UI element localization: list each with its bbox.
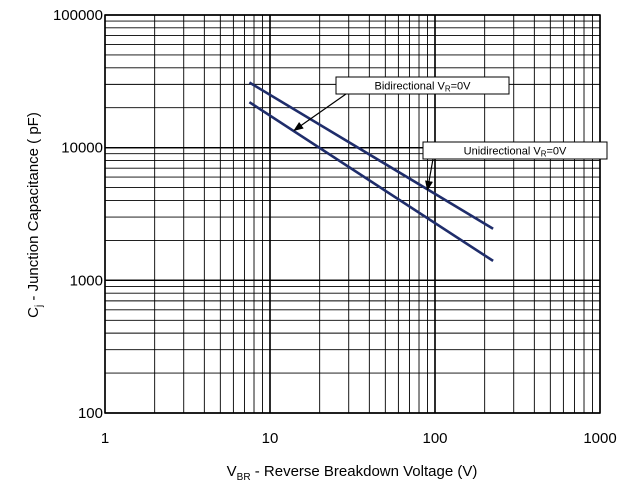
plot-frame <box>104 14 601 414</box>
x-tick-label: 100 <box>422 430 447 447</box>
tick-labels: 1 10 100 1000 100 1000 10000 100000 <box>53 7 617 447</box>
y-tick-label: 10000 <box>61 140 103 157</box>
annotation-1: Bidirectional VR=0V <box>293 76 510 131</box>
series-line-2 <box>248 101 494 262</box>
series-layer <box>248 81 494 262</box>
annotation-arrow <box>293 93 347 131</box>
series-line-1 <box>248 81 494 230</box>
annotation-box <box>335 76 510 95</box>
annotation-text: Unidirectional VR=0V <box>464 146 567 159</box>
annotation-2: Unidirectional VR=0V <box>422 141 608 191</box>
annotation-layer: Bidirectional VR=0V Unidirectional VR=0V <box>293 76 608 191</box>
y-axis-label: Cj - Junction Capacitance ( pF) <box>25 112 45 318</box>
x-tick-label: 1 <box>101 430 109 447</box>
annotation-box <box>422 141 608 160</box>
x-tick-label: 10 <box>262 430 279 447</box>
x-axis-label: VBR - Reverse Breakdown Voltage (V) <box>227 463 478 483</box>
annotation-arrow <box>425 158 434 191</box>
x-tick-label: 1000 <box>583 430 616 447</box>
annotation-text: Bidirectional VR=0V <box>375 81 472 94</box>
y-tick-label: 100000 <box>53 7 103 24</box>
chart-grid <box>104 14 601 414</box>
y-tick-label: 1000 <box>70 272 103 289</box>
y-tick-label: 100 <box>78 405 103 422</box>
